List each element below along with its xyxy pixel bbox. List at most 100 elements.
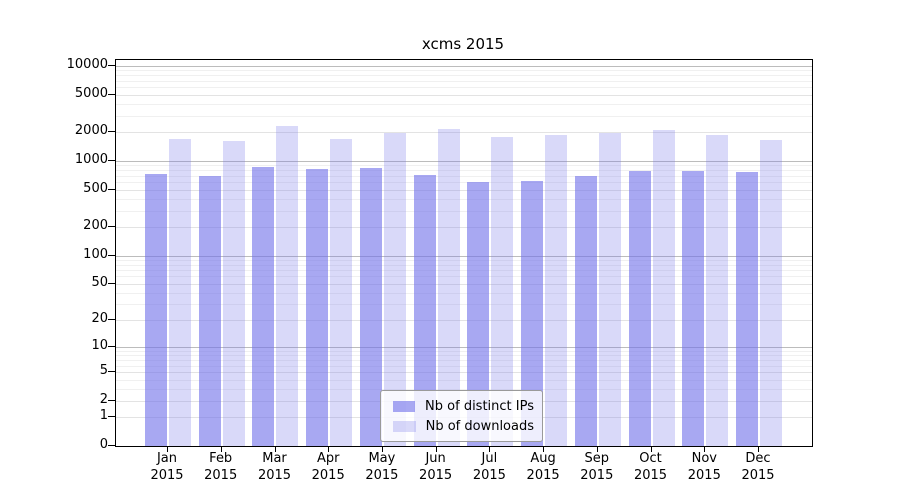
y-gridline bbox=[116, 161, 812, 162]
x-axis-tick bbox=[220, 446, 222, 452]
y-gridline bbox=[116, 87, 812, 89]
y-gridline bbox=[116, 70, 812, 72]
bar-downloads bbox=[652, 130, 675, 446]
x-tick-month: Oct bbox=[639, 451, 662, 466]
y-axis-tick-label: 50 bbox=[91, 274, 108, 290]
y-axis-tick bbox=[108, 399, 115, 401]
x-axis-tick bbox=[543, 446, 545, 452]
bar-distinct-ips bbox=[467, 182, 490, 446]
y-gridline bbox=[116, 189, 812, 191]
y-gridline bbox=[116, 320, 812, 322]
x-axis-tick-label: Mar 2015 bbox=[243, 450, 307, 484]
x-tick-year: 2015 bbox=[580, 468, 614, 483]
bar-downloads bbox=[330, 139, 353, 446]
x-axis-tick-label: Apr 2015 bbox=[296, 450, 360, 484]
x-axis-tick-label: Nov 2015 bbox=[672, 450, 736, 484]
bar-distinct-ips bbox=[198, 176, 221, 446]
y-axis-tick bbox=[108, 416, 115, 418]
bar-downloads bbox=[598, 133, 621, 446]
bar-downloads bbox=[437, 129, 460, 446]
x-axis-tick-label: Jun 2015 bbox=[404, 450, 468, 484]
y-axis-tick bbox=[108, 346, 115, 348]
bar-downloads bbox=[169, 139, 191, 446]
x-tick-year: 2015 bbox=[257, 468, 292, 483]
legend: Nb of distinct IPs Nb of downloads bbox=[380, 390, 543, 442]
y-gridline bbox=[116, 270, 812, 272]
y-gridline bbox=[116, 304, 812, 306]
y-gridline bbox=[116, 360, 812, 362]
x-axis-tick-label: Aug 2015 bbox=[511, 450, 575, 484]
bar-distinct-ips bbox=[359, 168, 382, 446]
x-tick-year: 2015 bbox=[472, 468, 506, 483]
y-gridline bbox=[116, 165, 812, 167]
bar-downloads bbox=[276, 125, 299, 446]
x-axis-tick bbox=[489, 446, 491, 452]
legend-item-distinct-ips: Nb of distinct IPs bbox=[389, 396, 534, 416]
x-tick-year: 2015 bbox=[526, 468, 560, 483]
y-gridline bbox=[116, 132, 812, 134]
y-gridline bbox=[116, 80, 812, 82]
legend-swatch-downloads bbox=[393, 420, 416, 432]
x-axis-tick bbox=[381, 446, 383, 452]
y-axis-tick bbox=[108, 282, 115, 284]
x-axis-tick bbox=[650, 446, 652, 452]
bar-distinct-ips bbox=[736, 172, 758, 446]
legend-item-downloads: Nb of downloads bbox=[389, 416, 534, 436]
y-axis-tick-label: 10 bbox=[91, 338, 108, 354]
bar-distinct-ips bbox=[574, 175, 597, 446]
y-axis-tick-label: 500 bbox=[83, 180, 108, 196]
y-gridline bbox=[116, 198, 812, 200]
x-axis-tick bbox=[167, 446, 168, 452]
chart-title: xcms 2015 bbox=[421, 35, 505, 53]
y-gridline bbox=[116, 255, 812, 257]
x-tick-year: 2015 bbox=[633, 468, 668, 483]
x-axis-tick-label: Jul 2015 bbox=[457, 450, 521, 484]
y-axis-tick-label: 5000 bbox=[74, 85, 108, 101]
y-gridline bbox=[116, 347, 812, 349]
y-axis-tick bbox=[108, 188, 115, 190]
bar-distinct-ips bbox=[145, 173, 167, 446]
y-gridline bbox=[116, 351, 812, 352]
y-axis-tick bbox=[108, 371, 115, 373]
y-gridline bbox=[116, 182, 812, 183]
y-axis-tick bbox=[108, 160, 115, 161]
x-tick-month: Jun bbox=[425, 451, 446, 466]
y-gridline bbox=[116, 276, 812, 278]
y-axis-tick bbox=[108, 445, 115, 446]
legend-swatch-distinct-ips bbox=[393, 400, 416, 412]
x-tick-month: Sep bbox=[584, 451, 610, 466]
y-axis-tick bbox=[108, 65, 115, 66]
x-tick-year: 2015 bbox=[204, 468, 238, 483]
plot-area bbox=[115, 59, 813, 447]
x-tick-year: 2015 bbox=[687, 468, 721, 483]
legend-label-downloads: Nb of downloads bbox=[425, 418, 534, 434]
bar-downloads bbox=[706, 135, 729, 446]
bar-distinct-ips bbox=[306, 169, 329, 446]
x-axis-tick-label: May 2015 bbox=[350, 450, 414, 484]
y-axis-tick bbox=[108, 226, 115, 228]
y-axis-tick-label: 5 bbox=[99, 363, 108, 379]
y-axis-tick bbox=[108, 254, 115, 256]
x-tick-month: Mar bbox=[262, 451, 287, 466]
bar-downloads bbox=[222, 141, 245, 446]
y-gridline bbox=[116, 227, 812, 229]
y-gridline bbox=[116, 115, 812, 117]
y-axis-tick-label: 1000 bbox=[74, 152, 108, 167]
bar-distinct-ips bbox=[521, 180, 544, 446]
y-gridline bbox=[116, 103, 812, 105]
x-tick-year: 2015 bbox=[365, 468, 399, 483]
x-tick-year: 2015 bbox=[741, 468, 775, 483]
y-gridline bbox=[116, 372, 812, 374]
y-axis-tick-label: 10000 bbox=[66, 57, 108, 72]
x-axis-tick bbox=[758, 446, 759, 452]
y-axis-tick bbox=[108, 93, 115, 95]
x-tick-month: Apr bbox=[316, 451, 340, 466]
y-axis-tick-label: 100 bbox=[83, 246, 108, 262]
x-axis-tick bbox=[596, 446, 598, 452]
y-gridline bbox=[116, 170, 812, 172]
x-tick-month: Jul bbox=[481, 451, 498, 466]
y-gridline bbox=[116, 259, 812, 261]
y-gridline bbox=[116, 292, 812, 294]
bar-distinct-ips bbox=[682, 171, 705, 446]
